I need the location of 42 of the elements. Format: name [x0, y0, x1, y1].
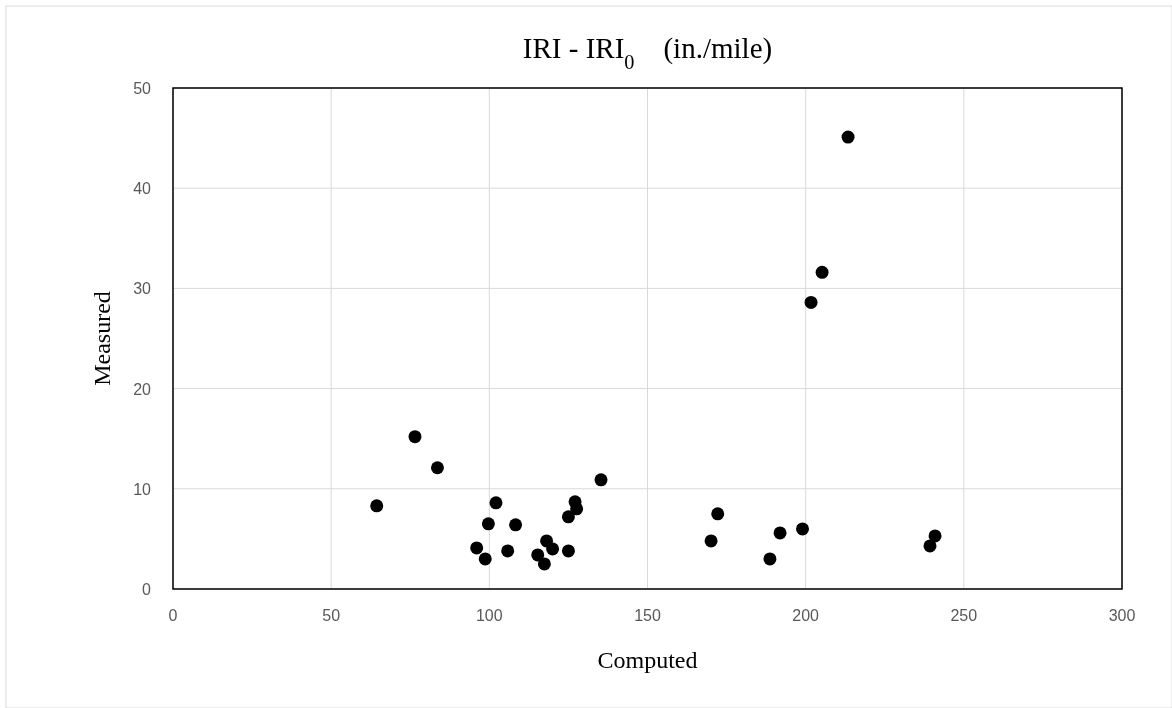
point	[509, 518, 523, 532]
point	[481, 517, 495, 531]
point	[546, 542, 560, 556]
point	[408, 430, 422, 444]
point	[928, 529, 942, 543]
y-tick-label: 20	[133, 380, 152, 398]
point	[704, 534, 718, 548]
point	[537, 557, 551, 571]
point	[815, 265, 829, 279]
y-tick-label: 0	[142, 581, 152, 598]
point	[561, 510, 575, 524]
point	[763, 552, 777, 566]
point	[370, 499, 384, 513]
point	[531, 548, 545, 562]
point	[561, 544, 575, 558]
y-tick-label: 30	[133, 280, 152, 298]
point	[478, 552, 492, 566]
point	[841, 130, 855, 144]
x-tick-label: 50	[322, 607, 341, 624]
point	[470, 541, 484, 555]
point	[430, 461, 444, 475]
point	[489, 496, 503, 510]
chart-title: IRI - IRI$_{0}$ (in./mile)	[522, 32, 773, 73]
x-tick-label: 0	[168, 607, 178, 624]
point	[570, 502, 584, 516]
point	[923, 539, 937, 553]
point	[501, 544, 515, 558]
x-tick-label: 250	[950, 607, 978, 624]
point	[804, 295, 818, 309]
x-tick-label: 200	[792, 607, 820, 624]
point	[773, 526, 787, 540]
x-tick-label: 300	[1108, 607, 1136, 624]
x-axis-title: Computed	[597, 647, 698, 673]
y-tick-label: 40	[133, 180, 152, 198]
y-axis-title: Measured	[89, 291, 115, 386]
x-tick-label: 150	[634, 607, 661, 624]
point	[796, 522, 809, 536]
point	[711, 507, 725, 521]
x-tick-label: 100	[475, 607, 503, 624]
point	[594, 473, 608, 487]
y-tick-label: 10	[133, 480, 152, 498]
y-tick-label: 50	[133, 80, 152, 97]
